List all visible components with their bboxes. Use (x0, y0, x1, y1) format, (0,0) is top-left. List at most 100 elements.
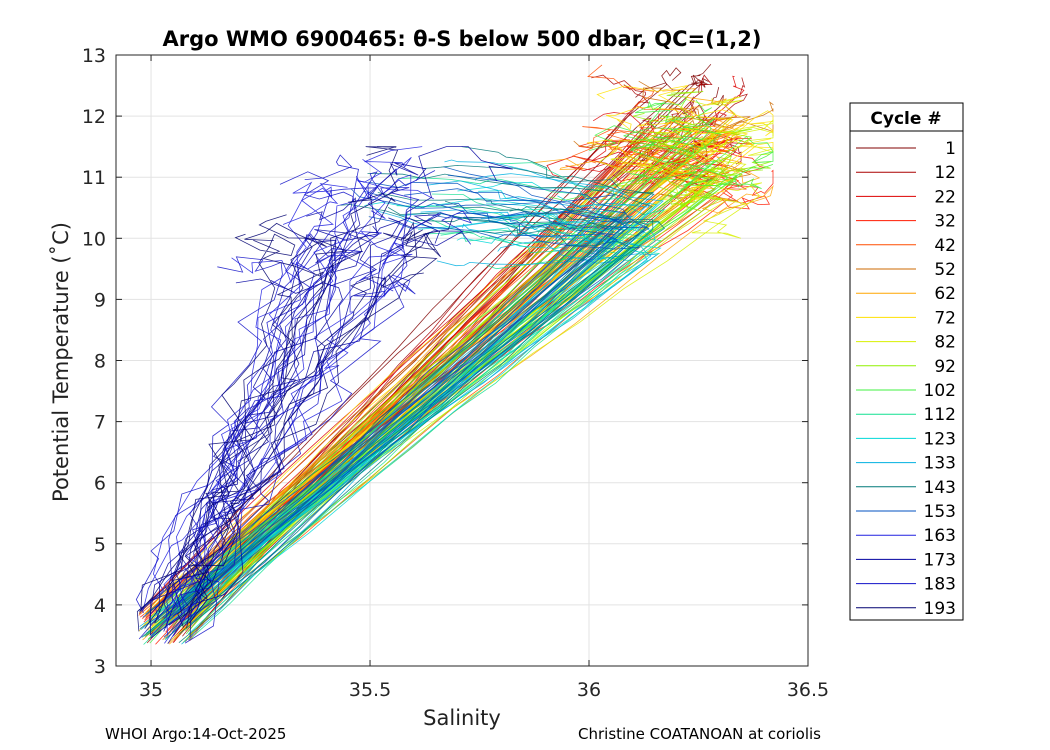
legend-label: 72 (934, 308, 956, 328)
legend-label: 143 (924, 478, 956, 498)
legend-label: 52 (934, 260, 956, 280)
legend-label: 163 (924, 526, 956, 546)
series-line (147, 144, 692, 613)
x-tick-label: 36 (577, 679, 601, 701)
series-line (146, 240, 623, 634)
series-line (138, 174, 650, 611)
series-line (163, 210, 661, 625)
legend-label: 22 (934, 187, 956, 207)
series-line (172, 131, 669, 612)
series-line (177, 64, 693, 614)
y-tick-label: 11 (82, 167, 106, 189)
x-tick-label: 35.5 (349, 679, 391, 701)
series-line (166, 74, 647, 637)
series-line (163, 210, 473, 619)
x-axis-label: Salinity (423, 706, 501, 730)
series-line (173, 84, 650, 636)
series-line (179, 272, 424, 620)
y-tick-label: 12 (82, 106, 106, 128)
series-line (140, 138, 666, 611)
y-tick-label: 6 (94, 473, 106, 495)
legend-label: 102 (924, 381, 956, 401)
legend-label: 183 (924, 575, 956, 595)
series-line (142, 188, 631, 618)
series-line (189, 216, 618, 625)
footer-credit-author: Christine COATANOAN at coriolis (578, 725, 821, 743)
series-line (139, 253, 659, 627)
legend-label: 82 (934, 333, 956, 353)
legend-label: 123 (924, 429, 956, 449)
series-line (154, 218, 453, 624)
series-line (172, 170, 436, 637)
series-line (163, 278, 343, 612)
series-line (179, 166, 629, 616)
y-tick-label: 5 (94, 534, 106, 556)
series-line (163, 190, 627, 638)
footer-credit-date: WHOI Argo:14-Oct-2025 (105, 725, 287, 743)
series-line (135, 256, 283, 614)
y-tick-label: 7 (94, 412, 106, 434)
series-line (143, 117, 712, 615)
y-tick-label: 9 (94, 289, 106, 311)
legend-label: 133 (924, 454, 956, 474)
series-line (189, 237, 662, 626)
legend-label: 92 (934, 357, 956, 377)
series-line (143, 256, 632, 637)
series-line (166, 183, 378, 615)
legend-label: 62 (934, 284, 956, 304)
series-line (188, 239, 324, 624)
legend-title: Cycle # (870, 109, 941, 129)
legend: Cycle # 11222324252627282921021121231331… (849, 102, 964, 621)
series-line (177, 233, 296, 628)
legend-label: 12 (934, 163, 956, 183)
series-line (154, 192, 618, 623)
x-tick-label: 35 (139, 679, 163, 701)
series-line (139, 221, 436, 612)
series-line (156, 137, 718, 612)
series-line (150, 187, 339, 637)
legend-label: 42 (934, 236, 956, 256)
series-line (145, 146, 655, 615)
legend-label: 1 (945, 139, 956, 159)
series-line (173, 171, 357, 616)
chart-title: Argo WMO 6900465: θ-S below 500 dbar, QC… (163, 27, 762, 51)
series-line (143, 177, 627, 645)
series-line (140, 214, 348, 609)
y-tick-label: 10 (82, 228, 106, 250)
series-line (172, 181, 615, 617)
x-tick-label: 36.5 (787, 679, 829, 701)
series-line (139, 212, 641, 630)
series-line (186, 222, 327, 629)
y-axis-label: Potential Temperature (˚C) (49, 222, 73, 502)
series-line (163, 217, 441, 632)
series-line (181, 187, 420, 622)
series-line (155, 230, 406, 620)
series-line (144, 217, 650, 637)
series-line (178, 200, 654, 635)
series-line (144, 146, 399, 629)
series-line (149, 193, 651, 612)
series-line (142, 146, 423, 611)
axes: 35 35.5 36 36.5 3 4 5 6 7 8 9 10 11 12 13 (82, 45, 829, 701)
legend-label: 153 (924, 502, 956, 522)
legend-label: 173 (924, 550, 956, 570)
legend-label: 32 (934, 212, 956, 232)
y-tick-label: 13 (82, 45, 106, 67)
series-line (165, 175, 434, 629)
series-line (162, 188, 622, 618)
series-line (150, 237, 362, 639)
series-line (138, 154, 359, 640)
series-line (136, 229, 438, 632)
series-line (167, 274, 416, 644)
series-line (189, 214, 441, 638)
legend-entries: 1122232425262728292102112123133143153163… (856, 139, 956, 619)
legend-label: 193 (924, 599, 956, 619)
series-line (165, 225, 632, 639)
series-line (138, 127, 704, 632)
y-tick-label: 4 (94, 595, 106, 617)
legend-label: 112 (924, 405, 956, 425)
series-line (183, 234, 337, 626)
series-layer (135, 63, 774, 645)
series-line (172, 233, 394, 610)
